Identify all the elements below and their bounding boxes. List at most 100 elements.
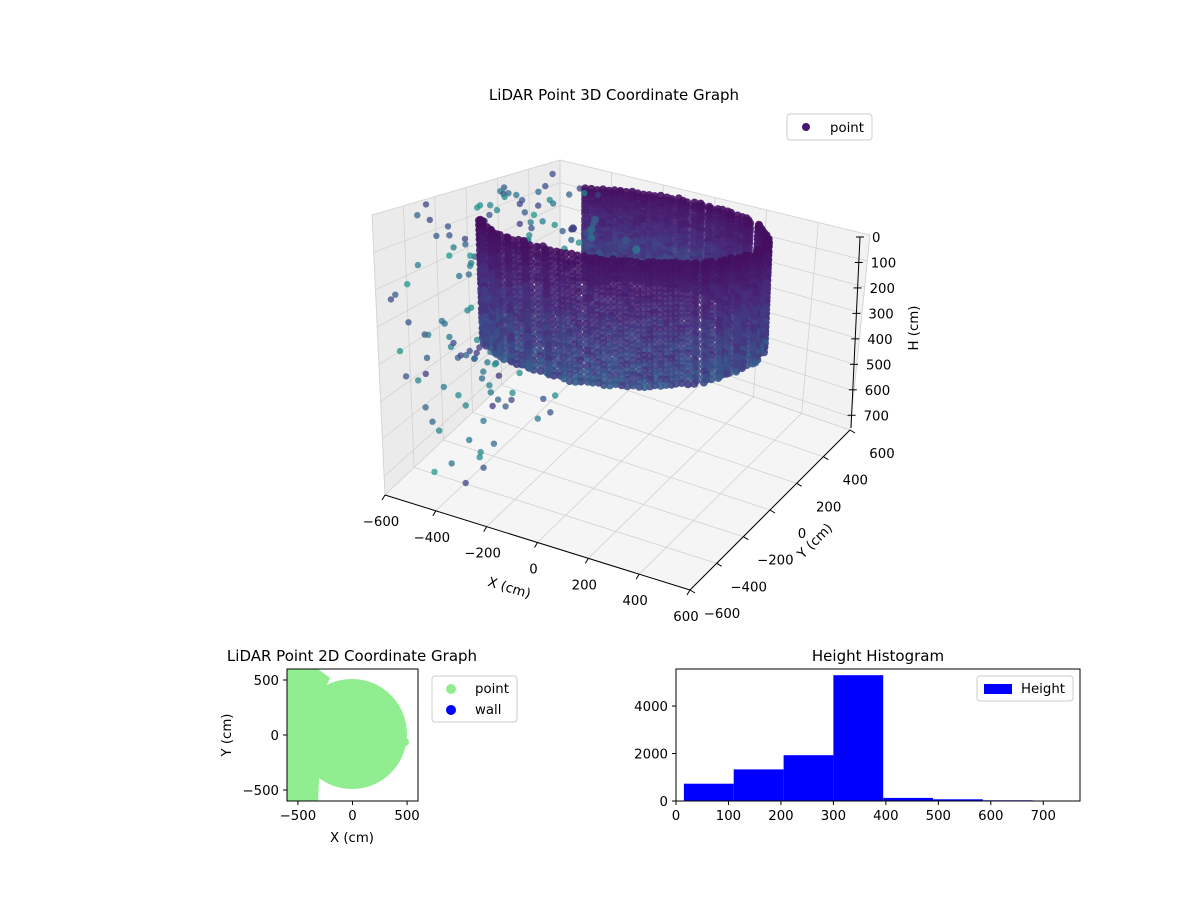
chart-3d-point [528,224,535,232]
chart-3d-grid-line [801,222,819,414]
chart-3d-point [513,191,520,199]
chart-3d-y-tick [716,562,722,567]
chart-3d-point [540,395,547,402]
chart-3d-point [603,260,611,269]
chart-3d-point [690,379,699,388]
chart-3d-y-tick-label: 0 [798,527,806,542]
chart-3d-grid-line [371,214,386,496]
chart-3d-point [536,366,545,375]
chart-3d-point [569,224,577,233]
chart-3d-point [621,236,630,245]
chart-3d-y-tick [769,509,776,514]
histogram-bar [783,755,834,801]
chart-3d-point [615,283,624,292]
chart-3d-point [534,289,543,298]
chart-3d-point [581,283,590,292]
histogram-frame [675,668,1081,802]
chart-3d-point [500,355,508,364]
chart-3d-z-tick-label: 400 [867,333,892,348]
chart-3d-point [558,327,567,336]
chart-3d-point [583,377,592,386]
histogram-x-tick-label: 700 [1031,809,1056,824]
histogram-bar [833,675,884,801]
chart-3d-point [732,333,741,342]
chart-3d-point [535,320,544,329]
histogram-x-tick-label: 300 [821,809,846,824]
chart-3d-point [498,317,507,326]
chart-2d-ticks: −500 0 500 500 0 −500 [242,674,419,824]
chart-3d-point [542,276,551,285]
chart-3d-point [534,283,542,292]
chart-3d-point [557,279,566,288]
chart-3d-point [690,310,699,319]
histogram-y-tick-label: 2000 [634,748,668,763]
chart-3d-point [494,396,502,403]
chart-3d-point [476,454,483,461]
chart-3d-point [683,348,692,357]
chart-3d-point [569,308,578,317]
chart-3d-point [581,277,590,286]
chart-3d-point [535,188,542,195]
chart-3d-y-tick-label: −600 [704,607,741,622]
chart-2d-y-label: Y (cm) [220,714,235,758]
chart-3d-point [516,369,523,377]
chart-3d-point [690,349,699,358]
chart-3d-point [484,359,491,366]
chart-3d-x-tick-label: −400 [414,531,451,546]
chart-3d-y-tick [823,456,829,461]
chart-3d-point [507,357,516,366]
histogram-x-tick-label: 600 [978,809,1003,824]
chart-3d-point [605,381,614,390]
chart-2d-disk-edge [401,738,409,746]
chart-3d-point [609,291,618,300]
chart-3d-point [580,256,589,265]
chart-3d-point [621,266,629,275]
chart-3d-point [559,227,566,235]
chart-3d-point [583,242,592,251]
chart-3d-point [462,241,469,248]
chart-3d-point [567,249,576,258]
chart-2d-legend: point wall [431,675,518,723]
chart-3d-y-tick [796,482,802,487]
chart-2d-x-tick-label: 0 [348,809,356,824]
chart-3d-point [593,326,602,335]
chart-3d-point [487,389,494,396]
chart-3d-point [556,258,565,267]
chart-3d-point [593,316,602,325]
chart-3d-point [699,283,708,292]
chart-3d-point [714,364,723,373]
chart-3d-point [530,211,538,218]
chart-3d-point [542,182,549,190]
chart-3d-point [580,266,589,275]
chart-3d-legend-marker [802,123,810,131]
chart-3d-point [501,193,508,201]
chart-2d-title: LiDAR Point 2D Coordinate Graph [227,647,477,665]
chart-3d-point [542,270,550,279]
chart-3d-point [471,354,478,362]
chart-3d-point [714,320,723,329]
chart-3d-point [714,311,723,319]
chart-3d-point [609,297,618,306]
chart-3d-point [473,349,480,357]
chart-3d-point [683,374,692,383]
chart-3d-point [448,460,455,467]
chart-3d-x-tick [381,494,386,501]
chart-3d-point [609,266,618,275]
chart-3d-y-tick-label: −200 [757,554,794,569]
chart-3d-x-label: X (cm) [486,575,532,602]
chart-3d-point [446,333,453,341]
chart-3d-point [396,347,404,355]
chart-3d-point [634,331,643,340]
chart-3d-point [467,304,475,311]
chart-3d-point [690,324,699,333]
chart-3d-point [463,352,470,359]
chart-2d-legend-label-point: point [475,682,509,697]
chart-3d-x-tick [534,542,538,548]
histogram-bar [933,799,983,801]
chart-3d-point [634,325,643,334]
chart-3d-point [683,264,692,273]
histogram-bar [883,797,933,801]
chart-3d-point [611,355,620,364]
chart-3d-point [597,239,606,248]
